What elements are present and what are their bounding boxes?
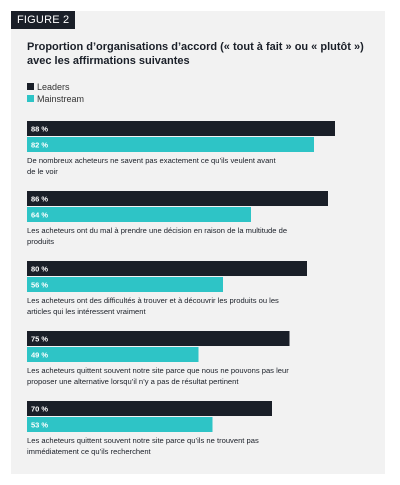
category-label: produits: [27, 237, 54, 246]
bar-value-label: 49 %: [31, 351, 48, 360]
bar-mainstream-3: [27, 347, 199, 362]
category-label: de le voir: [27, 167, 58, 176]
category-label: Les acheteurs quittent souvent notre sit…: [27, 436, 259, 445]
bar-mainstream-2: [27, 277, 223, 292]
bar-mainstream-4: [27, 417, 213, 432]
bar-leaders-3: [27, 331, 290, 346]
bar-value-label: 80 %: [31, 265, 48, 274]
figure-panel: 88 % 82 % De nombreux acheteurs ne savent …: [11, 11, 385, 474]
category-label: immédiatement ce qu’ils recherchent: [27, 447, 152, 456]
legend-swatch-mainstream: [27, 95, 34, 102]
bar-value-label: 53 %: [31, 421, 48, 430]
legend-label-leaders: Leaders: [37, 81, 70, 92]
bar-leaders-1: [27, 191, 328, 206]
legend-item-leaders: Leaders: [27, 81, 84, 92]
category-label: Les acheteurs ont des difficultés à trou…: [27, 296, 279, 305]
bar-mainstream-1: [27, 207, 251, 222]
chart-title: Proportion d’organisations d’accord (« t…: [27, 41, 364, 67]
category-label: Les acheteurs quittent souvent notre sit…: [27, 366, 289, 375]
bar-value-label: 70 %: [31, 405, 48, 414]
bar-value-label: 82 %: [31, 141, 48, 150]
bar-value-label: 75 %: [31, 335, 48, 344]
legend-item-mainstream: Mainstream: [27, 93, 84, 104]
category-label: Les acheteurs ont du mal à prendre une d…: [27, 226, 287, 235]
bar-value-label: 88 %: [31, 125, 48, 134]
bar-leaders-0: [27, 121, 335, 136]
category-label: De nombreux acheteurs ne savent pas exac…: [27, 156, 277, 165]
legend: Leaders Mainstream: [27, 81, 84, 105]
bar-leaders-2: [27, 261, 307, 276]
bar-value-label: 64 %: [31, 211, 48, 220]
figure-label: FIGURE 2: [11, 11, 76, 29]
bar-leaders-4: [27, 401, 272, 416]
bar-mainstream-0: [27, 137, 314, 152]
bar-value-label: 56 %: [31, 281, 48, 290]
legend-swatch-leaders: [27, 83, 34, 90]
legend-label-mainstream: Mainstream: [37, 93, 85, 104]
bar-value-label: 86 %: [31, 195, 48, 204]
category-label: proposer une alternative lorsqu’il n’y a…: [27, 377, 239, 386]
category-label: articles qui les intéressent vraiment: [27, 307, 146, 316]
bar-chart: 88 % 82 % De nombreux acheteurs ne savent …: [27, 121, 335, 456]
